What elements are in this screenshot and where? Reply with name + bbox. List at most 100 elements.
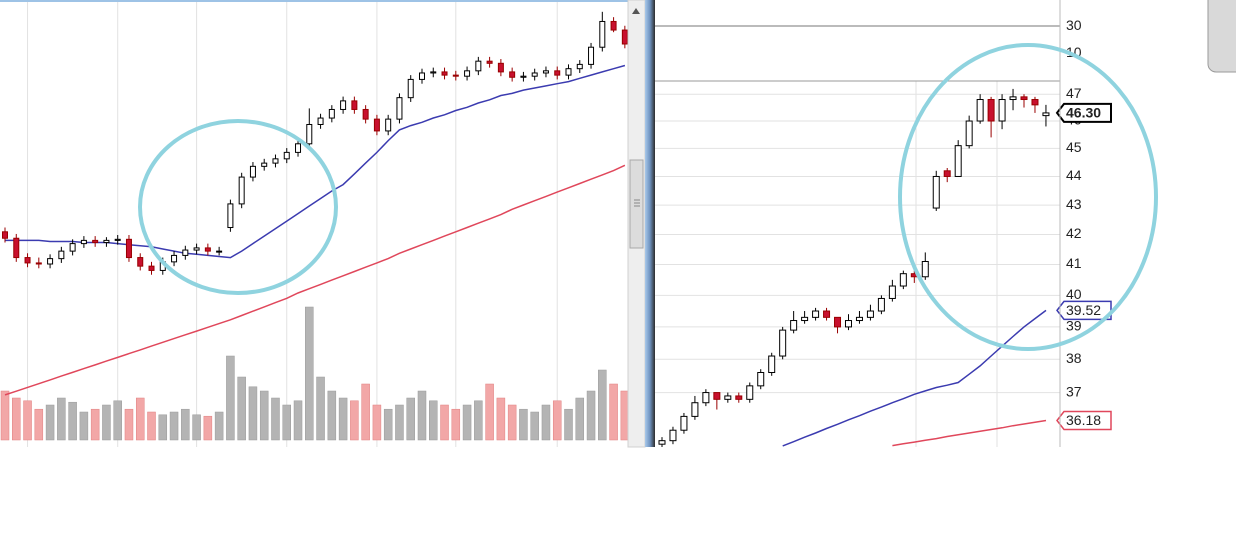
volume-bar — [169, 411, 179, 441]
candle-body — [987, 99, 995, 122]
volume-bar — [327, 390, 337, 441]
candle-body — [790, 320, 798, 331]
volume-bar — [316, 376, 325, 441]
candle-body — [877, 297, 885, 312]
volume-bar — [485, 383, 494, 441]
volume-bar — [530, 411, 539, 441]
volume-bar — [147, 411, 156, 441]
candle-body — [588, 46, 595, 65]
candle-body — [373, 118, 380, 132]
candle-body — [114, 238, 121, 241]
candle-body — [306, 123, 313, 145]
volume-bar — [474, 400, 483, 441]
candle-body — [976, 99, 984, 122]
candle-body — [317, 117, 324, 125]
scroll-thumb[interactable] — [629, 159, 644, 249]
volume-bar — [282, 404, 291, 441]
thumb-grip — [634, 199, 640, 207]
candle-body — [452, 74, 459, 77]
candle-body — [554, 70, 561, 76]
candle-body — [610, 20, 617, 31]
volume-bar — [237, 376, 246, 441]
volume-bar — [248, 386, 258, 441]
candle-body — [943, 170, 951, 177]
candle-body — [998, 99, 1006, 122]
candle-body — [1031, 99, 1039, 106]
volume-bar — [451, 408, 461, 441]
y-tick-label: 44 — [1066, 167, 1082, 183]
volume-bar — [395, 404, 404, 441]
volume-bar — [158, 414, 168, 441]
volume-bar — [68, 401, 77, 441]
candle-body — [866, 310, 874, 318]
candle-body — [182, 249, 189, 256]
candle-body — [899, 273, 907, 287]
highlight-circle — [138, 119, 338, 295]
moving-average-line — [4, 164, 626, 396]
volume-bar — [338, 397, 348, 441]
volume-bar — [507, 404, 517, 441]
window-border — [0, 0, 645, 2]
x-tick-label: May — [183, 446, 209, 462]
candle-body — [441, 71, 448, 76]
candle-body — [509, 71, 516, 78]
candle-body — [249, 165, 256, 178]
highlight-circle — [898, 43, 1158, 351]
y-tick-label: 47 — [1066, 85, 1082, 101]
candle-body — [407, 78, 414, 99]
candle-body — [746, 385, 754, 400]
y-tick-label: 45 — [1066, 139, 1082, 155]
y-tick-label: 38 — [1066, 350, 1082, 366]
volume-bar — [124, 408, 134, 441]
candle-body — [58, 250, 65, 260]
candle-body — [103, 239, 110, 244]
y-tick-label: 41 — [1066, 255, 1082, 271]
volume-bar — [440, 404, 449, 441]
candle-body — [812, 310, 820, 318]
volume-bar — [90, 408, 100, 441]
y-tick-label: 40 — [1066, 286, 1082, 302]
x-tick-label: Mar — [15, 446, 39, 462]
candle-body — [216, 250, 223, 253]
candle-body — [295, 143, 302, 153]
volume-bar — [271, 397, 280, 441]
candle-body — [1020, 96, 1028, 101]
volume-bar — [23, 400, 32, 441]
candle-body — [565, 68, 572, 76]
volume-bar — [519, 408, 528, 441]
candle-body — [855, 316, 863, 322]
x-tick-label: Jul — [368, 446, 386, 462]
candle-body — [779, 329, 787, 357]
price-tag — [1055, 102, 1112, 123]
scroll-up-arrow[interactable] — [632, 8, 640, 14]
side-button[interactable] — [1207, 0, 1236, 73]
candle-body — [396, 97, 403, 120]
candle-body — [888, 285, 896, 299]
volume-bar — [34, 408, 44, 441]
x-tick-label: Aug — [443, 446, 468, 462]
volume-bar — [226, 355, 235, 441]
candle-body — [385, 118, 392, 132]
volume-bar — [361, 383, 370, 441]
volume-bar — [598, 369, 607, 441]
candle-body — [702, 392, 710, 404]
candle-body — [2, 231, 8, 239]
left-chart: Mar Apr May Jun Jul Aug Sep — [0, 0, 628, 462]
candle-body — [340, 100, 347, 110]
candle-body — [475, 60, 482, 72]
volume-bar — [541, 404, 551, 441]
candle-body — [283, 151, 290, 160]
volume-bar — [372, 404, 382, 441]
candle-body — [1009, 96, 1017, 101]
candle-body — [576, 63, 583, 70]
volume-bar — [620, 390, 628, 441]
volume-bar — [305, 306, 314, 441]
x-tick-label: Apr — [107, 446, 129, 462]
candle-body — [362, 108, 369, 120]
volume-bar — [564, 408, 573, 441]
candle-body — [520, 75, 527, 78]
candle-body — [834, 316, 842, 328]
candle-body — [486, 60, 493, 64]
volume-bar — [12, 397, 21, 441]
price-tag-label: 46.30 — [1066, 105, 1101, 121]
